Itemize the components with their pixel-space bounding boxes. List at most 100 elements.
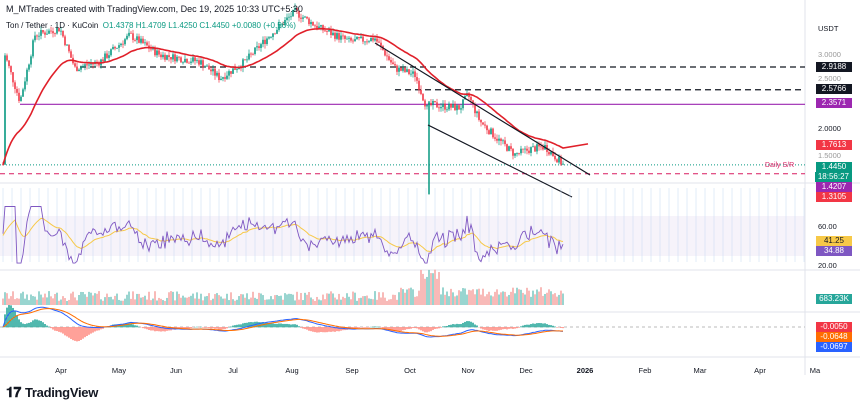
candle-body bbox=[472, 100, 474, 105]
candle-body bbox=[142, 38, 144, 44]
macd-histogram-bar bbox=[404, 327, 406, 330]
volume-bar bbox=[404, 292, 406, 305]
macd-histogram-bar bbox=[294, 324, 296, 328]
macd-histogram-bar bbox=[96, 327, 98, 331]
candle-body bbox=[8, 60, 10, 67]
volume-bar bbox=[428, 269, 430, 305]
candle-body bbox=[246, 59, 248, 61]
macd-histogram-bar bbox=[480, 327, 482, 329]
candle-body bbox=[504, 140, 506, 145]
candle-body bbox=[4, 55, 6, 165]
macd-histogram-bar bbox=[272, 323, 274, 328]
volume-bar bbox=[502, 291, 504, 305]
volume-bar bbox=[170, 291, 172, 305]
volume-bar bbox=[84, 294, 86, 305]
candle-body bbox=[34, 35, 36, 41]
volume-bar bbox=[408, 288, 410, 305]
volume-bar bbox=[458, 290, 460, 305]
volume-bar bbox=[174, 300, 176, 305]
candle-body bbox=[346, 38, 348, 40]
volume-bar bbox=[326, 293, 328, 305]
volume-bar bbox=[246, 293, 248, 305]
time-tick: Mar bbox=[693, 366, 707, 375]
volume-bar bbox=[300, 292, 302, 305]
candle-body bbox=[336, 33, 338, 39]
volume-bar bbox=[62, 296, 64, 305]
volume-bar bbox=[318, 299, 320, 305]
macd-histogram-bar bbox=[486, 327, 488, 331]
volume-bar bbox=[188, 296, 190, 305]
candle-body bbox=[204, 66, 206, 68]
candle-body bbox=[350, 37, 352, 41]
candle-body bbox=[136, 36, 138, 41]
macd-histogram-bar bbox=[16, 315, 18, 328]
bar-countdown: 18:56:27 bbox=[814, 172, 852, 182]
volume-bar bbox=[376, 299, 378, 305]
macd-histogram-bar bbox=[528, 324, 530, 328]
macd-histogram-bar bbox=[88, 327, 90, 335]
macd-histogram-bar bbox=[396, 327, 398, 332]
candle-body bbox=[422, 93, 424, 101]
macd-histogram-bar bbox=[48, 326, 50, 328]
macd-histogram-bar bbox=[406, 327, 408, 330]
candle-body bbox=[354, 39, 356, 42]
volume-bar bbox=[128, 291, 130, 305]
volume-bar bbox=[114, 295, 116, 305]
symbol-label[interactable]: Ton / Tether · 1D · KuCoin bbox=[6, 21, 99, 30]
candle-body bbox=[528, 150, 530, 153]
volume-bar bbox=[202, 300, 204, 305]
candle-body bbox=[284, 20, 286, 25]
macd-histogram-bar bbox=[240, 324, 242, 328]
volume-bar bbox=[420, 269, 422, 305]
volume-bar bbox=[154, 291, 156, 305]
macd-histogram-bar bbox=[402, 327, 404, 331]
volume-bar bbox=[262, 295, 264, 305]
candle-body bbox=[272, 33, 274, 37]
volume-bar bbox=[512, 287, 514, 305]
volume-bar bbox=[110, 296, 112, 305]
tradingview-logo[interactable]: 𝟏𝟕 TradingView bbox=[6, 384, 98, 401]
volume-bar bbox=[92, 295, 94, 305]
volume-bar bbox=[56, 292, 58, 305]
volume-bar bbox=[416, 296, 418, 305]
volume-bar bbox=[32, 296, 34, 305]
macd-histogram-bar bbox=[468, 321, 470, 328]
low-value: L1.4250 bbox=[168, 21, 198, 30]
macd-histogram-bar bbox=[220, 327, 222, 330]
candle-body bbox=[300, 17, 302, 19]
candle-body bbox=[326, 31, 328, 32]
macd-histogram-bar bbox=[18, 319, 20, 328]
macd-histogram-bar bbox=[270, 323, 272, 328]
macd-histogram-bar bbox=[554, 326, 556, 328]
volume-bar bbox=[468, 289, 470, 305]
volume-bar bbox=[506, 296, 508, 305]
volume-bar bbox=[380, 297, 382, 305]
macd-histogram-bar bbox=[78, 327, 80, 342]
candle-body bbox=[276, 29, 278, 34]
macd-histogram-bar bbox=[464, 321, 466, 328]
volume-bar bbox=[66, 300, 68, 305]
volume-bar bbox=[294, 300, 296, 305]
candle-body bbox=[478, 111, 480, 120]
volume-bar bbox=[228, 300, 230, 305]
volume-bar bbox=[494, 291, 496, 305]
macd-histogram-bar bbox=[82, 327, 84, 339]
volume-bar bbox=[454, 296, 456, 305]
volume-bar bbox=[250, 297, 252, 305]
macd-histogram-bar bbox=[380, 327, 382, 328]
candle-body bbox=[294, 8, 296, 10]
volume-bar bbox=[538, 291, 540, 305]
volume-bar bbox=[236, 299, 238, 305]
chart-canvas[interactable] bbox=[0, 0, 860, 380]
candle-body bbox=[484, 124, 486, 126]
candle-body bbox=[2, 164, 4, 166]
macd-histogram-bar bbox=[128, 323, 130, 328]
candle-body bbox=[430, 102, 432, 106]
macd-histogram-bar bbox=[300, 327, 302, 328]
candle-body bbox=[456, 105, 458, 111]
candle-body bbox=[196, 60, 198, 62]
macd-histogram-bar bbox=[450, 324, 452, 328]
volume-bar bbox=[98, 291, 100, 305]
volume-bar bbox=[382, 292, 384, 305]
candle-body bbox=[90, 63, 92, 65]
